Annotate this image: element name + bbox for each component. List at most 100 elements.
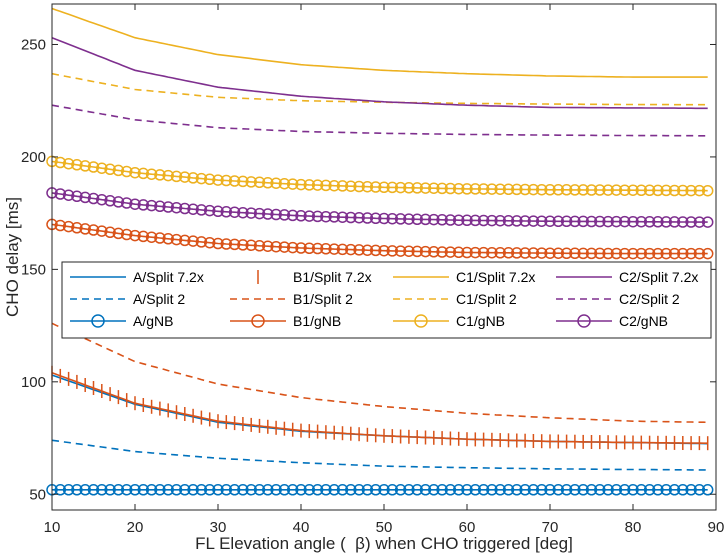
data-point: [361, 212, 374, 224]
data-point: [145, 168, 158, 180]
data-point: [270, 177, 282, 189]
data-point: [511, 484, 523, 496]
data-point: [411, 182, 423, 194]
series-line: [51, 36, 708, 110]
data-point: [220, 238, 233, 250]
data-point: [195, 172, 208, 185]
data-point: [560, 184, 573, 196]
data-point: [170, 170, 183, 183]
data-point: [419, 484, 432, 496]
data-point: [361, 180, 374, 193]
data-point: [96, 225, 108, 237]
data-point: [444, 182, 457, 195]
data-point: [320, 484, 332, 496]
data-point: [668, 247, 681, 260]
data-point: [652, 484, 664, 496]
data-point: [693, 484, 706, 496]
legend-entry-a-split-7-2x: A/Split 7.2x: [70, 269, 204, 285]
data-point: [129, 198, 141, 210]
data-point: [54, 484, 67, 496]
data-point: [129, 484, 141, 496]
series-b1-split-2: [51, 322, 708, 424]
data-point: [353, 484, 365, 496]
series-layer: [46, 7, 714, 496]
data-point: [428, 213, 440, 226]
data-point: [320, 210, 332, 223]
series-line: [51, 439, 708, 471]
data-point: [477, 246, 490, 259]
data-point: [104, 163, 116, 176]
data-point: [585, 484, 598, 496]
data-point: [311, 210, 324, 223]
data-point: [560, 247, 573, 260]
legend-entry-c1-split-7-2x: C1/Split 7.2x: [393, 269, 535, 285]
data-point: [212, 174, 224, 186]
data-point: [660, 247, 672, 260]
data-point: [544, 184, 556, 196]
data-point: [502, 183, 515, 196]
data-point: [452, 246, 465, 259]
legend-entry-c1-split-2: C1/Split 2: [393, 291, 517, 307]
data-point: [594, 215, 606, 228]
data-point: [552, 184, 565, 196]
data-point: [145, 484, 158, 496]
x-tick-label: 20: [127, 519, 144, 536]
data-point: [635, 215, 648, 228]
data-point: [685, 216, 697, 228]
data-point: [203, 484, 216, 496]
data-point: [179, 202, 191, 215]
data-point: [187, 203, 199, 215]
data-point: [220, 174, 233, 187]
series-c1-split-7-2x: [51, 7, 708, 78]
data-point: [369, 244, 382, 257]
y-tick-label: 50: [29, 486, 46, 503]
data-point: [403, 182, 415, 194]
x-tick-label: 50: [376, 519, 393, 536]
data-point: [494, 214, 506, 227]
data-point: [701, 484, 714, 496]
data-point: [203, 173, 216, 186]
data-point: [569, 184, 581, 196]
legend-entry-a-gnb: A/gNB: [70, 313, 173, 329]
data-point: [602, 484, 614, 496]
data-point: [311, 242, 324, 255]
legend-label: A/Split 7.2x: [133, 269, 204, 285]
data-point: [295, 242, 307, 254]
data-point: [544, 215, 556, 227]
data-point: [262, 484, 274, 496]
data-point: [585, 247, 598, 260]
tick-layer: 10 20 30 40 50 60 70 80 90 50 100 150 200 250: [21, 4, 724, 536]
data-point: [444, 246, 457, 258]
data-point: [328, 243, 340, 255]
y-axis-label: CHO delay [ms]: [3, 197, 22, 317]
data-point: [262, 177, 274, 189]
data-point: [701, 184, 714, 197]
data-point: [585, 184, 598, 196]
data-point: [411, 484, 423, 496]
data-point: [618, 247, 631, 260]
data-point: [245, 176, 257, 188]
data-point: [610, 184, 623, 196]
x-tick-label: 70: [542, 519, 559, 536]
data-point: [154, 169, 166, 181]
data-point: [602, 247, 614, 260]
data-point: [212, 237, 224, 250]
data-point: [120, 197, 133, 209]
data-point: [71, 190, 83, 203]
data-point: [544, 247, 556, 259]
data-point: [104, 226, 116, 239]
data-point: [278, 484, 291, 496]
data-point: [345, 484, 357, 496]
data-point: [369, 212, 382, 225]
data-point: [228, 175, 241, 187]
data-point: [245, 484, 257, 496]
data-point: [295, 178, 307, 191]
data-point: [552, 247, 565, 259]
data-point: [494, 484, 506, 496]
y-tick-label: 100: [21, 374, 46, 391]
data-point: [610, 215, 623, 228]
data-point: [212, 205, 224, 218]
data-point: [170, 233, 183, 246]
data-point: [668, 216, 681, 228]
